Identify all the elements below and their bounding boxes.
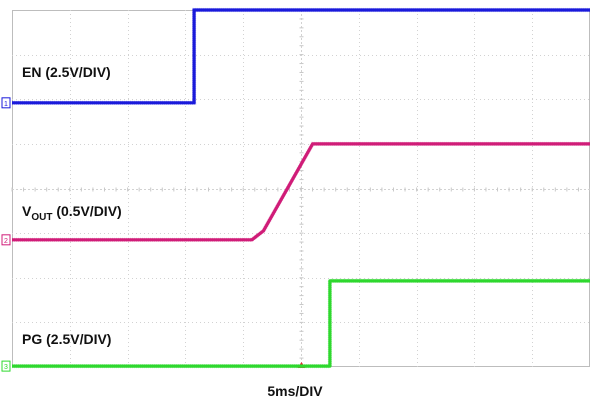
label-pg: PG (2.5V/DIV) (22, 331, 111, 347)
ground-marker-label-2: 3 (4, 364, 8, 371)
label-en-text: EN (2.5V/DIV) (22, 64, 111, 80)
trace-noise-0 (12, 7, 590, 105)
trace-noise-2 (12, 278, 590, 369)
x-axis-label: 5ms/DIV (267, 383, 323, 399)
ground-marker-2 (1, 360, 11, 372)
ground-marker-label-0: 1 (4, 101, 8, 108)
label-vout: VOUT (0.5V/DIV) (22, 203, 122, 223)
label-vout-sub: OUT (31, 212, 53, 223)
ground-marker-0 (1, 97, 11, 109)
trace-noise-1 (12, 141, 590, 242)
ground-markers: 1 2 3 (1, 97, 11, 372)
trace-0 (12, 8, 590, 105)
ground-marker-1 (1, 234, 11, 246)
traces (12, 7, 590, 369)
trace-2 (12, 279, 590, 368)
label-pg-text: PG (2.5V/DIV) (22, 331, 112, 347)
ground-marker-label-1: 2 (4, 238, 8, 245)
label-vout-rest: (0.5V/DIV) (52, 203, 122, 219)
label-en: EN (2.5V/DIV) (22, 64, 111, 80)
trace-1 (12, 142, 590, 242)
label-vout-main: V (22, 203, 32, 219)
